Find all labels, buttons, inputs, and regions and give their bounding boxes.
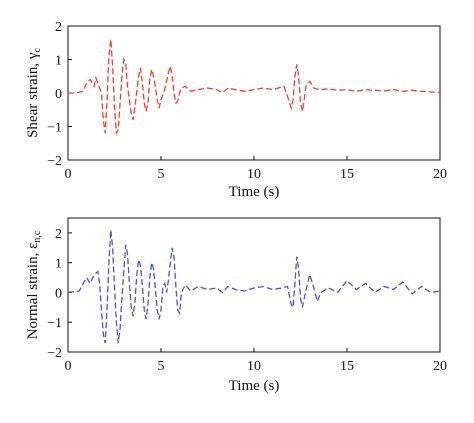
shear-y-axis-label-subscript: c [32,48,43,53]
shear-y-tick-label: 2 [55,20,62,35]
normal-y-tick-label: −1 [47,316,62,331]
normal-y-axis-label-main: Normal strain, ε [25,243,41,340]
normal-y-axis-label-subscript: n,c [32,230,43,243]
normal-x-axis-label: Time (s) [229,378,280,394]
shear-y-axis-label-main: Shear strain, γ [25,52,41,138]
normal-x-tick-label: 15 [340,359,354,374]
shear-y-tick-label: −1 [47,121,62,136]
shear-strain-series-line [68,39,441,136]
normal-y-tick-label: −2 [47,346,62,361]
shear-x-tick-label: 15 [340,167,354,182]
normal-y-tick-label: 1 [55,257,62,272]
normal-x-tick-label: 0 [65,359,72,374]
normal-x-tick-label: 20 [433,359,447,374]
shear-y-axis-label: Shear strain, γc [25,48,43,138]
shear-y-tick-label: 0 [55,87,62,102]
normal-y-tick-label: 0 [55,286,62,301]
normal-y-axis-label: Normal strain, εn,c [25,230,43,339]
normal-y-tick-label: 2 [55,227,62,242]
shear-x-tick-label: 10 [247,167,261,182]
shear-x-tick-label: 20 [433,167,447,182]
shear-x-axis-label: Time (s) [229,184,280,200]
shear-y-tick-label: −2 [47,154,62,169]
shear-x-tick-label: 0 [65,167,72,182]
shear-y-tick-label: 1 [55,54,62,69]
normal-strain-series-line [67,229,441,344]
normal-plot-frame [67,217,441,353]
shear-x-tick-label: 5 [158,167,165,182]
shear-plot-frame [67,25,441,161]
normal-x-tick-label: 10 [247,359,261,374]
normal-x-tick-label: 5 [158,359,165,374]
